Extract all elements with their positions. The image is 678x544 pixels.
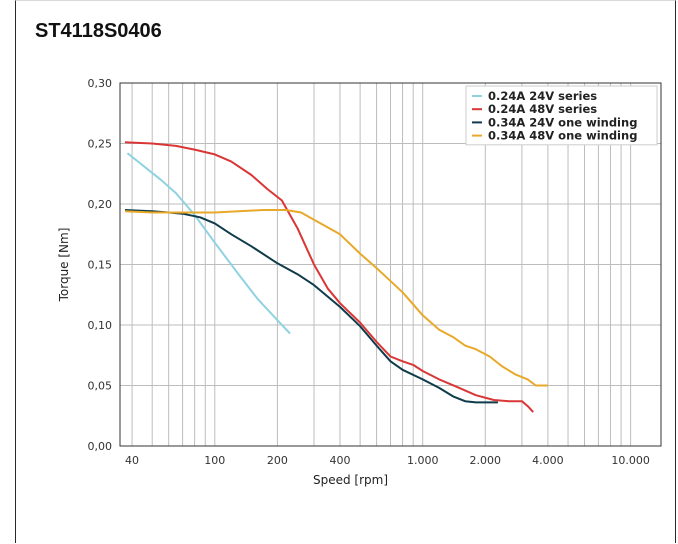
x-tick-label: 10.000 [611, 454, 650, 467]
x-tick-label: 40 [125, 454, 139, 467]
x-axis-label: Speed [rpm] [313, 473, 388, 487]
y-tick-label: 0,25 [88, 138, 113, 151]
x-tick-label: 400 [329, 454, 350, 467]
y-tick-label: 0,20 [88, 198, 113, 211]
series-line-1 [126, 152, 291, 335]
chart-title: ST4118S0406 [35, 20, 162, 42]
plot-border [119, 82, 662, 447]
y-tick-label: 0,00 [88, 440, 113, 453]
x-tick-labels: 40 100 200 400 1.000 2.000 4.000 10.000 [125, 454, 650, 467]
y-axis-label: Torque [Nm] [57, 228, 71, 303]
x-tick-label: 1.000 [407, 454, 439, 467]
legend-label: 0.24A 48V series [488, 102, 597, 116]
x-tick-label: 2.000 [470, 454, 502, 467]
series-line-4 [124, 209, 548, 387]
y-tick-label: 0,10 [88, 319, 113, 332]
legend-label: 0.34A 24V one winding [488, 115, 637, 129]
y-tick-label: 0,15 [88, 259, 113, 272]
legend-label: 0.24A 24V series [488, 89, 597, 103]
series-line-2 [124, 141, 534, 413]
y-tick-label: 0,30 [88, 77, 113, 90]
y-tick-label: 0,05 [88, 380, 113, 393]
legend-label: 0.34A 48V one winding [488, 129, 637, 143]
x-tick-label: 200 [267, 454, 288, 467]
legend-box [465, 85, 658, 146]
y-tick-labels: 0,00 0,05 0,10 0,15 0,20 0,25 0,30 [88, 77, 113, 453]
chart-frame [15, 0, 676, 543]
series-lines [124, 141, 548, 413]
series-line-3 [124, 209, 498, 404]
x-tick-label: 4.000 [532, 454, 564, 467]
x-tick-label: 100 [204, 454, 225, 467]
